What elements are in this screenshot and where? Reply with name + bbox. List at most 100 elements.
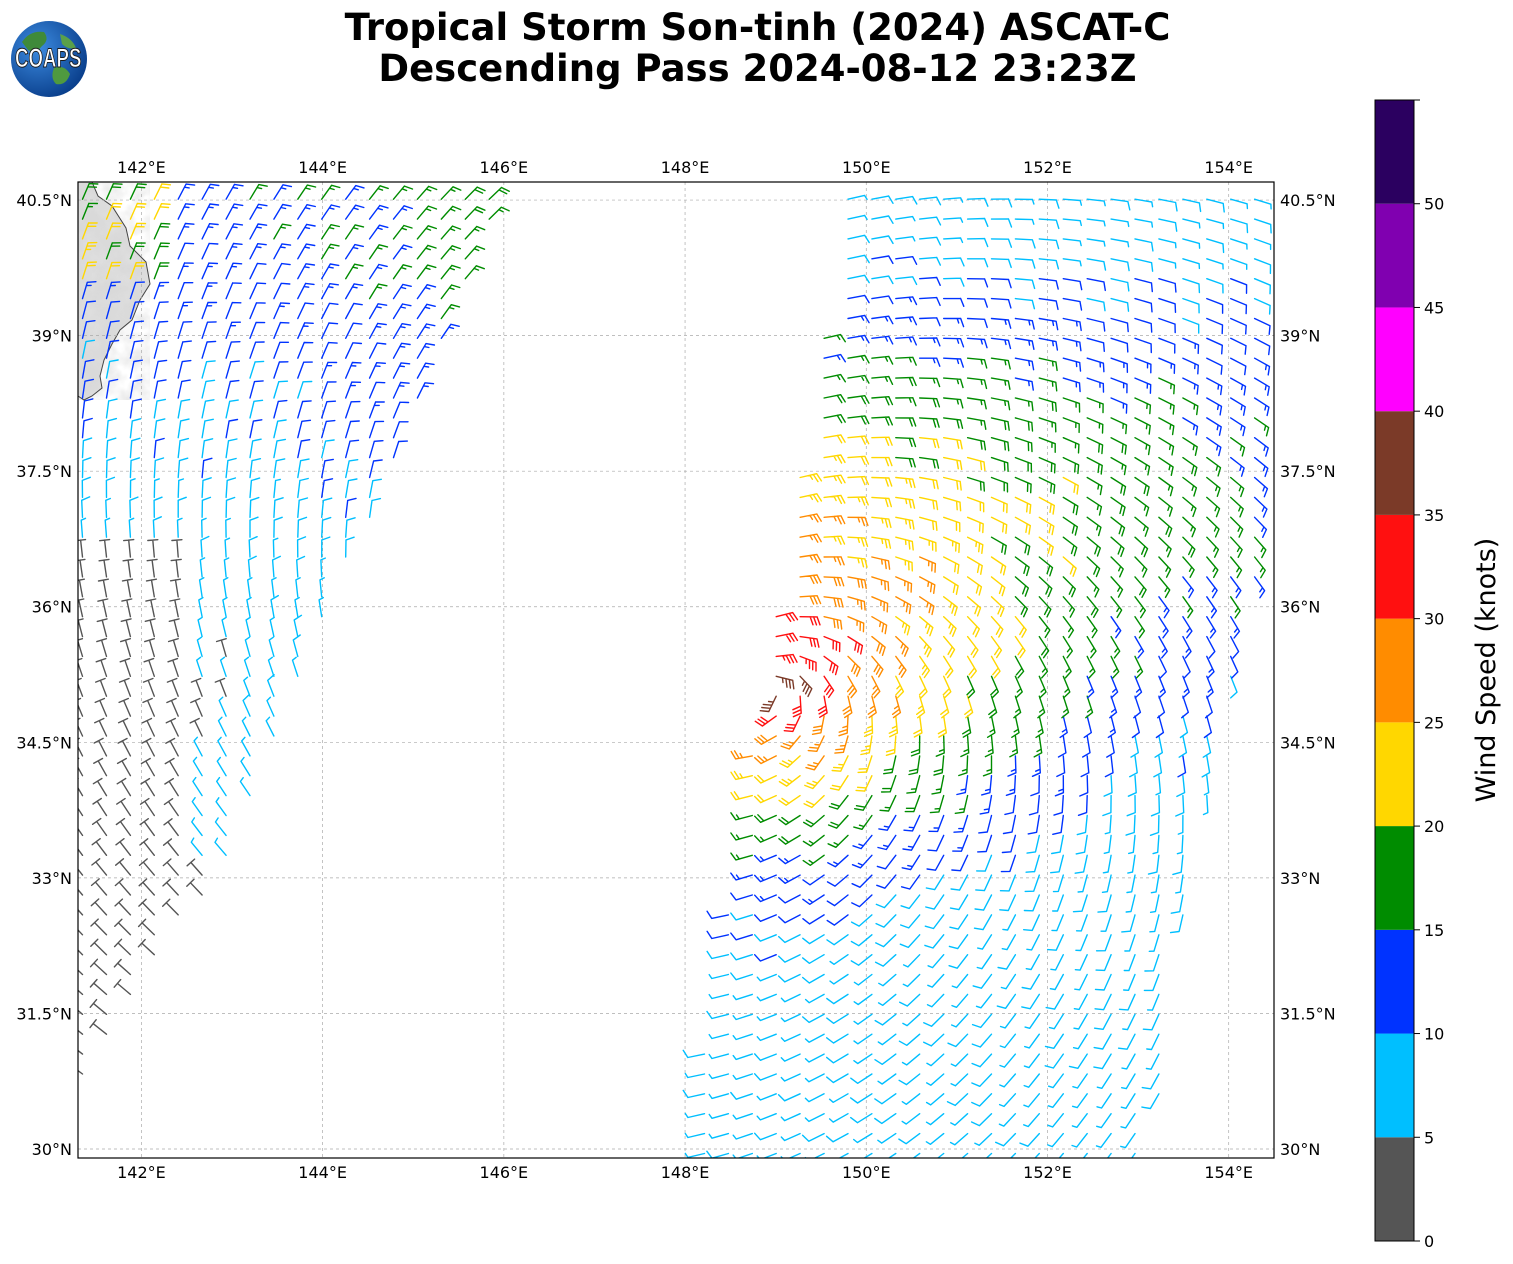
wind-barb <box>464 265 485 280</box>
wind-barb <box>144 638 155 658</box>
wind-barb <box>1056 755 1066 778</box>
wind-barb <box>113 958 132 976</box>
wind-barb <box>1004 794 1017 816</box>
wind-barb <box>129 359 143 379</box>
wind-barb <box>990 218 1013 228</box>
wind-barb <box>1086 397 1104 414</box>
wind-barb <box>78 908 84 916</box>
wind-barb <box>850 1093 873 1104</box>
wind-barb <box>321 224 340 240</box>
wind-barb <box>320 557 326 578</box>
wind-barb <box>1014 496 1032 514</box>
wind-barb <box>855 775 873 792</box>
wind-barb <box>368 362 386 379</box>
map-gridlines <box>78 182 1274 1158</box>
wind-barb <box>162 838 179 856</box>
wind-barb <box>440 304 461 320</box>
wind-barb <box>225 341 241 359</box>
wind-barb <box>999 1073 1017 1088</box>
wind-barb <box>464 245 486 260</box>
wind-barb <box>1206 596 1218 619</box>
wind-barb <box>775 675 795 690</box>
wind-barb <box>89 998 108 1015</box>
wind-barb <box>171 539 183 558</box>
wind-barb <box>169 578 182 598</box>
wind-barb <box>778 794 801 806</box>
wind-barb <box>826 934 849 946</box>
wind-barb <box>933 755 945 776</box>
wind-barb <box>217 716 227 737</box>
wind-barb <box>943 237 964 244</box>
wind-barb <box>775 611 799 622</box>
wind-barb <box>943 516 961 533</box>
wind-barb <box>1086 437 1104 455</box>
wind-barb <box>1110 476 1127 496</box>
wind-barb <box>95 657 108 677</box>
wind-barb <box>871 556 891 570</box>
wind-barb <box>1158 357 1176 374</box>
wind-barb <box>1158 397 1175 415</box>
wind-barb <box>803 794 825 809</box>
wind-barb <box>926 854 945 871</box>
wind-barb <box>1061 695 1070 719</box>
wind-barb <box>153 478 160 499</box>
wind-barb <box>898 1073 921 1086</box>
wind-barb <box>153 262 170 280</box>
wind-barb <box>1062 417 1080 434</box>
wind-barb <box>153 359 168 379</box>
wind-barb <box>1169 914 1184 934</box>
wind-barb <box>1206 218 1225 230</box>
wind-barb <box>1038 337 1059 351</box>
wind-barb <box>1175 874 1184 894</box>
wind-barb <box>268 636 275 658</box>
wind-barb <box>1230 278 1248 294</box>
wind-barb <box>1121 914 1136 933</box>
wind-barb <box>81 320 96 339</box>
wind-barb <box>249 516 259 538</box>
wind-barb <box>847 616 865 633</box>
wind-barb <box>1134 317 1153 333</box>
wind-barb <box>877 1033 897 1046</box>
wind-barb <box>919 476 939 490</box>
wind-barb <box>960 735 970 758</box>
wind-barb <box>730 852 753 861</box>
wind-barb <box>802 894 825 905</box>
wind-barb <box>829 973 849 985</box>
wind-barb <box>115 858 132 876</box>
wind-barb <box>1038 496 1055 515</box>
wind-barb <box>216 776 227 797</box>
wind-barb <box>92 797 108 817</box>
wind-barb <box>90 918 108 936</box>
wind-barb <box>891 695 902 719</box>
wind-barb <box>1144 954 1160 972</box>
wind-barb <box>128 517 135 538</box>
wind-barb <box>1206 317 1224 335</box>
wind-barb <box>903 814 921 832</box>
wind-barb <box>1182 337 1200 355</box>
wind-barb <box>81 281 97 300</box>
wind-barb <box>754 715 777 727</box>
wind-barb <box>271 577 277 598</box>
wind-barb <box>141 737 155 757</box>
wind-barb <box>1206 655 1215 679</box>
wind-barb <box>177 457 189 479</box>
wind-barb <box>1120 1113 1136 1129</box>
lat-tick-right: 33°N <box>1280 869 1320 888</box>
wind-barb <box>249 360 265 379</box>
wind-barb <box>225 496 236 518</box>
wind-barb <box>78 797 84 817</box>
wind-barb <box>898 1132 921 1145</box>
wind-barb <box>943 197 964 203</box>
wind-barb <box>1206 198 1225 213</box>
wind-barb <box>943 456 963 471</box>
wind-barb <box>990 635 1003 659</box>
wind-barb <box>732 1033 753 1041</box>
wind-barb <box>979 794 993 815</box>
wind-barb <box>190 837 203 856</box>
wind-barb <box>780 1152 801 1158</box>
wind-barb <box>838 715 849 737</box>
wind-barb <box>990 596 1005 617</box>
wind-barb <box>847 596 866 611</box>
wind-barb <box>947 1033 969 1048</box>
